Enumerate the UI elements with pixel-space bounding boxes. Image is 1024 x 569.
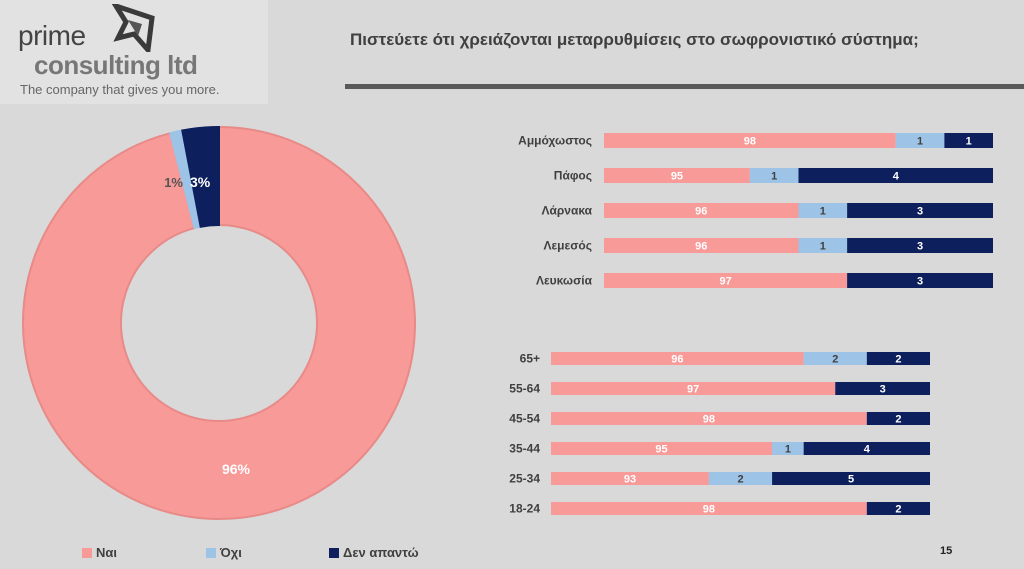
bar-value-label: 2 bbox=[895, 414, 901, 426]
bar-value-label: 2 bbox=[895, 504, 901, 516]
bar-segment bbox=[835, 382, 930, 395]
bar-value-label: 1 bbox=[966, 136, 972, 148]
bar-value-label: 1 bbox=[820, 241, 826, 253]
legend-item-na: Δεν απαντώ bbox=[329, 545, 419, 560]
bar-value-label: 96 bbox=[695, 241, 707, 253]
bar-value-label: 97 bbox=[687, 384, 699, 396]
bar-segment bbox=[604, 168, 750, 183]
bar-segment bbox=[551, 502, 867, 515]
bar-value-label: 1 bbox=[820, 206, 826, 218]
bar-value-label: 2 bbox=[737, 474, 743, 486]
bar-value-label: 5 bbox=[848, 474, 854, 486]
bar-segment bbox=[604, 273, 848, 288]
bar-segment bbox=[798, 168, 993, 183]
bar-segment bbox=[803, 442, 930, 455]
legend-swatch-no bbox=[206, 547, 216, 558]
bar-category-label: 25-34 bbox=[509, 472, 540, 486]
bar-category-label: Λεμεσός bbox=[543, 239, 592, 253]
bar-segment bbox=[847, 203, 993, 218]
bar-segment bbox=[803, 352, 867, 365]
donut-slice bbox=[181, 125, 220, 228]
bar-segment bbox=[866, 352, 930, 365]
bar-category-label: 55-64 bbox=[509, 382, 540, 396]
bar-value-label: 1 bbox=[917, 136, 923, 148]
bar-category-label: 45-54 bbox=[509, 412, 540, 426]
bar-segment bbox=[551, 412, 867, 425]
bar-segment bbox=[772, 472, 930, 485]
bar-value-label: 1 bbox=[785, 444, 791, 456]
bar-value-label: 3 bbox=[880, 384, 886, 396]
bar-category-label: 35-44 bbox=[509, 442, 540, 456]
legend-label-no: Όχι bbox=[220, 545, 242, 560]
donut-label-yes: 96% bbox=[222, 461, 251, 477]
star-logo-icon bbox=[112, 4, 155, 52]
bar-category-label: Λευκωσία bbox=[536, 274, 593, 288]
bar-value-label: 93 bbox=[624, 474, 636, 486]
logo-word-consulting: consulting ltd bbox=[34, 50, 198, 80]
legend-label-na: Δεν απαντώ bbox=[343, 545, 419, 560]
bar-segment bbox=[772, 442, 804, 455]
bar-category-label: 18-24 bbox=[509, 502, 540, 516]
bar-value-label: 97 bbox=[719, 276, 731, 288]
slide-title: Πιστεύετε ότι χρειάζονται μεταρρυθμίσεις… bbox=[350, 30, 919, 49]
bar-segment bbox=[551, 382, 836, 395]
bar-segment bbox=[866, 502, 930, 515]
bar-category-label: Πάφος bbox=[554, 169, 592, 183]
bar-value-label: 3 bbox=[917, 276, 923, 288]
bar-value-label: 95 bbox=[655, 444, 667, 456]
bar-segment bbox=[798, 203, 848, 218]
bar-segment bbox=[604, 238, 799, 253]
bar-segment bbox=[604, 133, 896, 148]
legend-item-no: Όχι bbox=[206, 545, 242, 560]
bar-value-label: 98 bbox=[703, 504, 715, 516]
page-number: 15 bbox=[940, 545, 953, 557]
legend-label-yes: Ναι bbox=[96, 545, 117, 560]
bar-segment bbox=[551, 442, 773, 455]
bar-segment bbox=[551, 352, 804, 365]
bar-value-label: 2 bbox=[832, 354, 838, 366]
donut-label-no: 1% bbox=[164, 175, 183, 190]
bar-segment bbox=[604, 203, 799, 218]
bar-value-label: 4 bbox=[864, 444, 871, 456]
bar-value-label: 1 bbox=[771, 171, 777, 183]
bar-segment bbox=[551, 472, 709, 485]
bar-segment bbox=[944, 133, 993, 148]
legend-swatch-yes bbox=[82, 547, 92, 558]
company-logo: prime consulting ltd The company that gi… bbox=[0, 0, 268, 104]
bar-value-label: 3 bbox=[917, 206, 923, 218]
bar-value-label: 4 bbox=[893, 171, 900, 183]
bar-segment bbox=[866, 412, 930, 425]
donut-slice bbox=[22, 125, 416, 520]
bar-category-label: Αμμόχωστος bbox=[518, 134, 592, 148]
bar-value-label: 98 bbox=[703, 414, 715, 426]
bar-segment bbox=[749, 168, 799, 183]
bar-category-label: 65+ bbox=[520, 352, 540, 366]
bar-value-label: 2 bbox=[895, 354, 901, 366]
donut-label-na: 3% bbox=[190, 174, 211, 190]
bar-segment bbox=[798, 238, 848, 253]
bar-value-label: 96 bbox=[695, 206, 707, 218]
legend-item-yes: Ναι bbox=[82, 545, 117, 560]
legend-swatch-na bbox=[329, 547, 339, 558]
bar-segment bbox=[708, 472, 773, 485]
bar-category-label: Λάρνακα bbox=[541, 204, 592, 218]
title-divider bbox=[345, 84, 1024, 89]
bar-value-label: 98 bbox=[744, 136, 756, 148]
bar-segment bbox=[895, 133, 945, 148]
bar-value-label: 96 bbox=[671, 354, 683, 366]
bar-value-label: 95 bbox=[671, 171, 683, 183]
logo-tagline: The company that gives you more. bbox=[20, 82, 220, 97]
logo-word-prime: prime bbox=[18, 20, 86, 51]
bar-segment bbox=[847, 273, 993, 288]
bar-segment bbox=[847, 238, 993, 253]
bar-value-label: 3 bbox=[917, 241, 923, 253]
